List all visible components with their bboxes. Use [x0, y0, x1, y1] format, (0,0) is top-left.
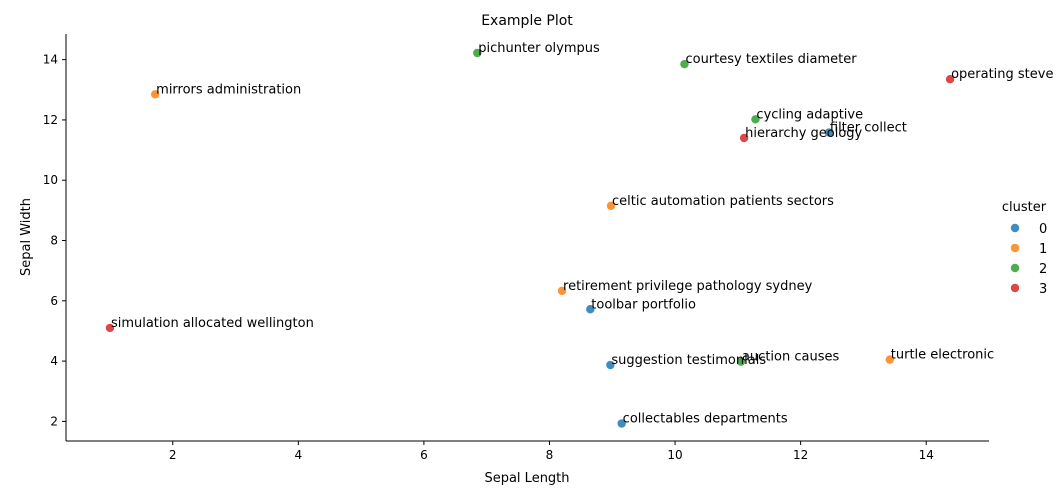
data-point — [557, 286, 567, 296]
point-label: suggestion testimonials — [611, 353, 766, 368]
data-point — [473, 48, 482, 58]
x-tick-label: 6 — [420, 448, 428, 462]
point-label: courtesy textiles diameter — [685, 52, 857, 67]
point-label: collectables departments — [623, 412, 788, 427]
point-labels: pichunter olympus courtesy textiles diame… — [111, 41, 1054, 427]
data-point — [945, 75, 955, 84]
point-label: mirrors administration — [156, 82, 301, 97]
point-label: cycling adaptive — [756, 107, 863, 122]
point-label: celtic automation patients sectors — [612, 194, 834, 209]
x-tick-label: 8 — [546, 448, 554, 462]
legend-entries: 0 1 2 3 — [1010, 222, 1047, 297]
point-label: pichunter olympus — [478, 41, 600, 56]
x-ticks: 2 4 6 8 10 12 14 — [169, 441, 934, 462]
point-label: toolbar portfolio — [591, 297, 696, 312]
legend-entry-label: 3 — [1039, 282, 1047, 297]
data-point — [736, 357, 746, 366]
legend-marker — [1010, 243, 1020, 253]
y-ticks: 2 4 6 8 10 12 14 — [43, 53, 66, 428]
point-label: auction causes — [742, 350, 840, 365]
y-tick-label: 14 — [43, 53, 58, 67]
legend: cluster 0 1 2 3 — [1002, 200, 1047, 297]
point-label: simulation allocated wellington — [111, 316, 314, 331]
y-axis-label: Sepal Width — [19, 198, 34, 276]
legend-marker — [1010, 263, 1020, 273]
legend-marker — [1010, 283, 1020, 293]
point-label: retirement privilege pathology sydney — [563, 279, 813, 294]
point-label: operating steve — [951, 67, 1053, 82]
data-point — [586, 305, 595, 314]
x-tick-label: 14 — [919, 448, 934, 462]
data-point — [606, 360, 615, 370]
data-point — [150, 90, 160, 99]
data-point — [885, 355, 894, 364]
y-tick-label: 12 — [43, 113, 58, 127]
data-point — [617, 419, 626, 428]
y-tick-label: 4 — [50, 354, 58, 368]
legend-entry-label: 0 — [1039, 222, 1047, 237]
legend-entry-label: 2 — [1039, 262, 1047, 277]
data-point — [751, 115, 760, 124]
y-tick-label: 8 — [50, 234, 58, 248]
data-point — [606, 201, 616, 211]
x-tick-label: 4 — [294, 448, 302, 462]
data-point — [105, 323, 115, 333]
data-points — [105, 48, 955, 428]
x-tick-label: 10 — [667, 448, 682, 462]
x-tick-label: 12 — [793, 448, 808, 462]
point-label: filter collect — [830, 121, 907, 136]
y-tick-label: 2 — [50, 414, 58, 428]
y-tick-label: 6 — [50, 294, 58, 308]
y-tick-label: 10 — [43, 173, 58, 187]
x-axis-label: Sepal Length — [484, 471, 569, 486]
x-tick-label: 2 — [169, 448, 177, 462]
point-label: turtle electronic — [891, 348, 994, 363]
legend-marker — [1010, 223, 1020, 233]
data-point — [824, 128, 834, 137]
point-label: hierarchy geology — [745, 126, 862, 141]
data-point — [739, 133, 749, 143]
legend-entry-label: 1 — [1039, 242, 1047, 257]
data-point — [680, 59, 689, 69]
legend-title: cluster — [1002, 200, 1047, 215]
axes — [65, 34, 989, 442]
chart-title: Example Plot — [481, 13, 573, 29]
